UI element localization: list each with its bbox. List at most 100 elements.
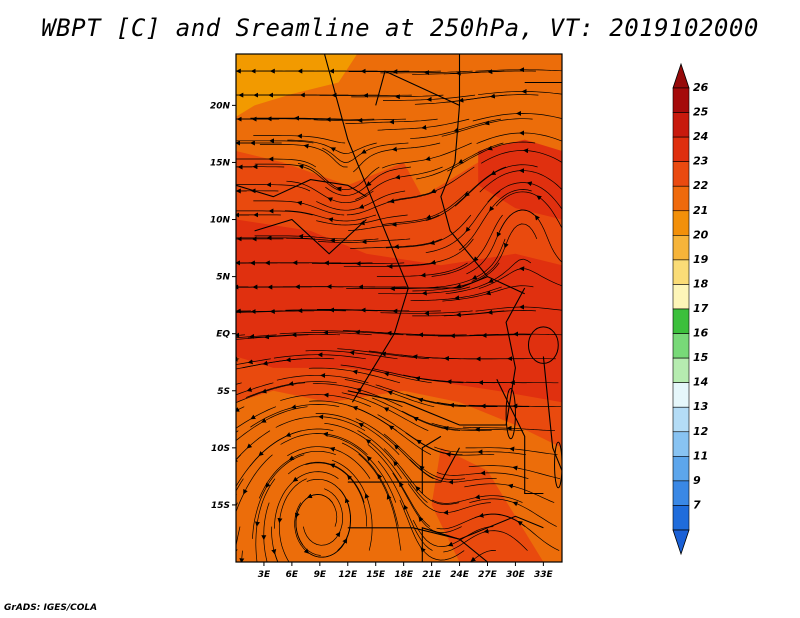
colorbar-label: 24 (693, 130, 708, 143)
streamline (371, 368, 418, 379)
streamline (236, 446, 249, 461)
streamline (353, 149, 395, 173)
lake-outline (527, 326, 559, 364)
streamline (236, 336, 252, 339)
streamline (352, 406, 397, 431)
streamline (329, 446, 371, 479)
streamline (296, 200, 345, 216)
lon-tick-label: 9E (314, 570, 327, 580)
streamline (358, 453, 389, 497)
streamline (474, 426, 524, 432)
colorbar-label: 15 (693, 351, 709, 364)
streamline (324, 423, 369, 441)
colorbar-label: 26 (693, 81, 709, 94)
streamline (465, 190, 501, 233)
lat-tick-label: 5S (217, 387, 230, 397)
streamline (287, 446, 333, 457)
colorbar-label: 7 (693, 498, 701, 511)
streamline (412, 520, 451, 547)
streamline (512, 403, 561, 409)
streamline (346, 201, 392, 216)
streamline (387, 262, 436, 269)
colorbar-segment (672, 357, 690, 383)
lat-tick-label: EQ (216, 330, 230, 340)
streamline (309, 400, 355, 408)
streamline (348, 224, 395, 231)
streamline (447, 148, 490, 172)
streamline (415, 486, 460, 505)
streamline (489, 189, 532, 212)
streamline (236, 421, 264, 442)
streamline (466, 234, 499, 275)
streamline (519, 130, 562, 142)
streamline (345, 121, 392, 124)
streamlines (236, 67, 562, 562)
colorbar-segment (672, 333, 690, 359)
streamline (470, 550, 496, 562)
boundary-line (394, 276, 488, 289)
streamline (279, 332, 326, 335)
streamline (424, 70, 473, 76)
streamline (409, 458, 451, 483)
streamline (294, 502, 310, 554)
colorbar-label: 23 (693, 155, 709, 168)
streamline (469, 333, 516, 336)
streamline (378, 292, 425, 295)
streamline (286, 237, 333, 241)
streamline (481, 332, 531, 338)
colorbar-segment (672, 505, 690, 531)
streamline (350, 246, 397, 249)
streamline (394, 166, 443, 180)
streamline (249, 435, 289, 467)
streamline (421, 118, 470, 130)
colorbar-label: 14 (693, 376, 708, 389)
streamline (443, 71, 490, 75)
streamline (484, 118, 533, 126)
lon-tick-label: 24E (450, 570, 470, 580)
streamline (298, 164, 342, 192)
streamline (425, 194, 467, 222)
streamline (306, 478, 347, 501)
boundary-line (236, 179, 367, 198)
streamline (348, 309, 395, 312)
colorbar-label: 21 (693, 204, 708, 217)
streamline (383, 407, 429, 432)
colorbar-label: 9 (693, 474, 701, 487)
streamline (416, 439, 463, 456)
streamline (429, 214, 472, 245)
streamline (292, 471, 339, 482)
boundary-line (347, 287, 526, 426)
streamline (311, 330, 358, 333)
streamline (448, 478, 497, 485)
streamline (236, 417, 253, 429)
colorbar-label: 16 (693, 327, 709, 340)
streamline (236, 381, 242, 387)
streamline (475, 69, 522, 72)
streamline (236, 391, 264, 404)
boundary-line (421, 527, 488, 562)
streamline (420, 547, 465, 561)
streamline (236, 336, 267, 340)
streamline (236, 492, 245, 513)
colorbar-segment (672, 382, 690, 408)
streamline (366, 166, 411, 187)
streamline (388, 425, 432, 456)
streamline (277, 478, 307, 524)
streamline (519, 304, 562, 311)
streamline (336, 166, 380, 192)
streamline (239, 550, 245, 562)
streamline (410, 297, 457, 302)
streamline (526, 181, 562, 210)
streamline (453, 118, 501, 133)
streamline (287, 461, 333, 475)
streamline (320, 372, 369, 384)
colorbar-segment (672, 480, 690, 506)
streamline (466, 381, 513, 383)
streamline (419, 465, 466, 480)
streamline (361, 238, 411, 245)
streamline (316, 220, 363, 226)
streamline (344, 379, 390, 393)
streamline (252, 485, 268, 539)
streamline (425, 229, 468, 254)
streamline (445, 281, 491, 295)
